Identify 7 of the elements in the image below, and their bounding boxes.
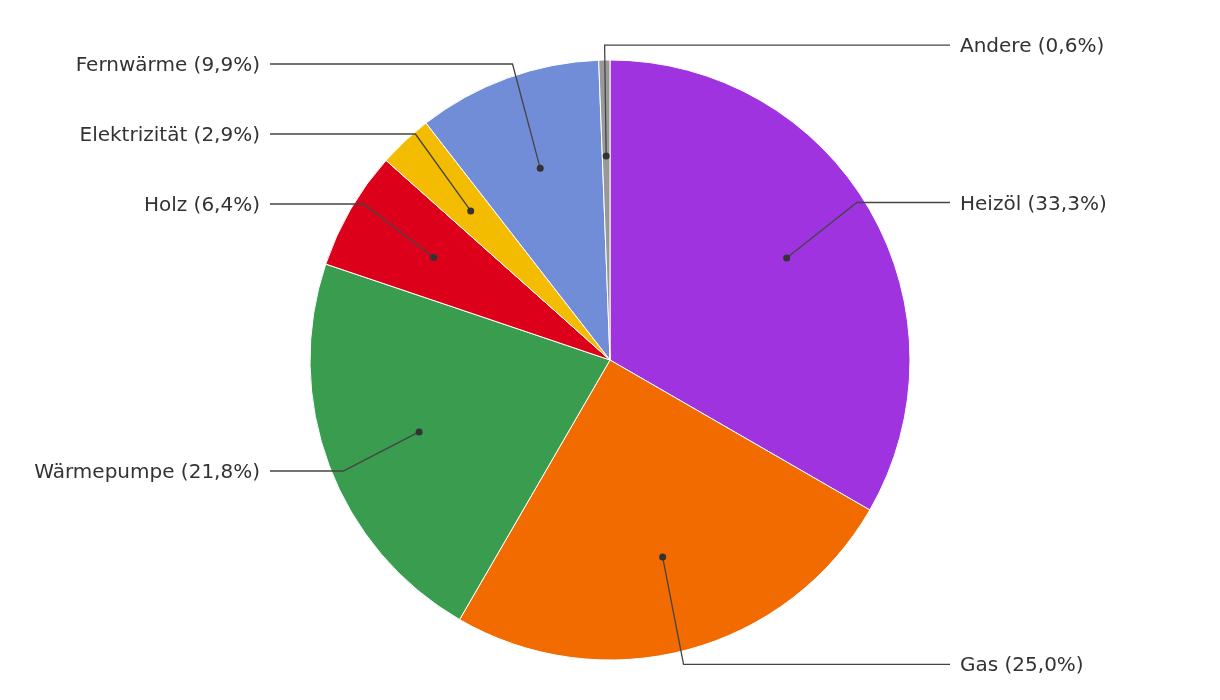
slice-label: Gas (25,0%) <box>960 652 1084 677</box>
slice-label: Heizöl (33,3%) <box>960 190 1107 215</box>
slice-label: Fernwärme (9,9%) <box>75 52 260 76</box>
slice-label: Holz (6,4%) <box>143 192 260 216</box>
slice-label: Elektrizität (2,9%) <box>79 122 260 146</box>
slice-label: Wärmepumpe (21,8%) <box>34 458 260 483</box>
slice-label: Andere (0,6%) <box>960 33 1105 58</box>
